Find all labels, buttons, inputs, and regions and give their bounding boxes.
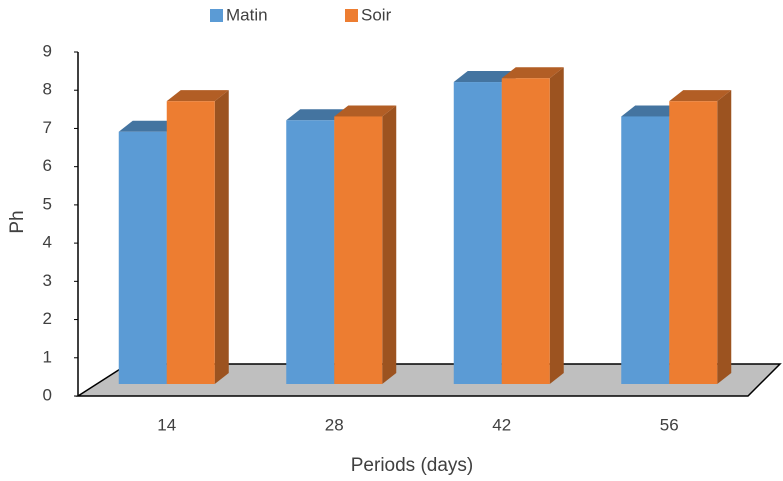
legend-label: Matin xyxy=(226,5,268,24)
bar-top xyxy=(118,120,181,132)
bar-front xyxy=(501,78,550,384)
bar-front xyxy=(166,101,215,385)
y-axis-title: Ph xyxy=(7,210,28,233)
bar-front xyxy=(669,101,718,385)
y-tick-label: 0 xyxy=(43,385,52,404)
bar-front xyxy=(118,131,167,384)
bar-top xyxy=(669,90,732,102)
y-tick-label: 5 xyxy=(43,194,52,213)
bar xyxy=(334,105,397,384)
bar-front xyxy=(334,116,383,384)
bar-side xyxy=(382,105,397,384)
legend-label: Soir xyxy=(361,5,392,24)
bar-front xyxy=(621,116,670,384)
y-tick-label: 8 xyxy=(43,80,52,99)
bar-top xyxy=(166,90,229,102)
x-tick-label: 42 xyxy=(492,415,511,434)
y-tick-label: 6 xyxy=(43,156,52,175)
bar-top xyxy=(334,105,397,117)
bar-front xyxy=(286,120,335,385)
x-tick-label: 56 xyxy=(660,415,679,434)
bar-top xyxy=(621,105,684,117)
bar-side xyxy=(717,90,732,385)
bar-side xyxy=(549,67,564,384)
bar-top xyxy=(286,109,349,121)
bar-top xyxy=(501,67,564,79)
bar xyxy=(669,90,732,385)
bar xyxy=(501,67,564,384)
y-tick-label: 4 xyxy=(43,233,52,252)
bar-side xyxy=(214,90,229,385)
y-tick-label: 7 xyxy=(43,118,52,137)
y-tick-label: 2 xyxy=(43,309,52,328)
floor xyxy=(75,363,782,397)
bar-top xyxy=(453,71,516,83)
bar xyxy=(166,90,229,385)
x-axis-title: Periods (days) xyxy=(351,455,474,476)
legend-swatch xyxy=(210,9,223,22)
x-tick-label: 14 xyxy=(157,415,176,434)
bar-front xyxy=(453,82,502,385)
x-tick-label: 28 xyxy=(325,415,344,434)
y-tick-label: 1 xyxy=(43,347,52,366)
y-tick-label: 9 xyxy=(43,41,52,60)
y-tick-label: 3 xyxy=(43,271,52,290)
legend-swatch xyxy=(345,9,358,22)
